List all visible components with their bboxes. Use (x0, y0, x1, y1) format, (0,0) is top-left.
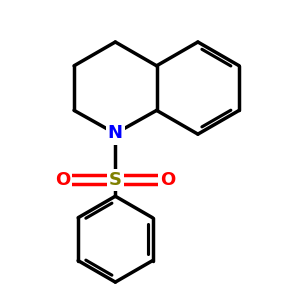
Text: O: O (55, 171, 70, 189)
Text: N: N (108, 124, 123, 142)
Text: S: S (109, 171, 122, 189)
Text: O: O (160, 171, 176, 189)
